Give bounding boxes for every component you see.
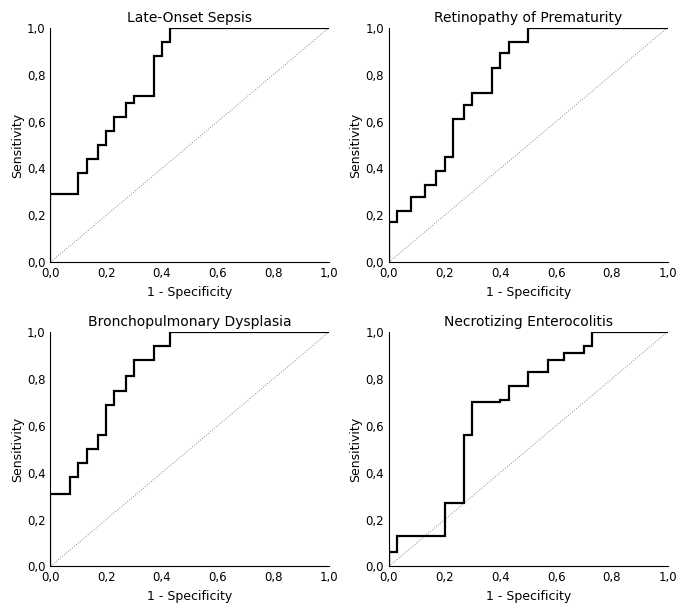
X-axis label: 1 - Specificity: 1 - Specificity	[486, 286, 571, 298]
Y-axis label: Sensitivity: Sensitivity	[11, 417, 24, 482]
X-axis label: 1 - Specificity: 1 - Specificity	[486, 590, 571, 603]
Title: Necrotizing Enterocolitis: Necrotizing Enterocolitis	[444, 316, 613, 329]
Y-axis label: Sensitivity: Sensitivity	[350, 417, 363, 482]
Title: Retinopathy of Prematurity: Retinopathy of Prematurity	[434, 11, 623, 25]
X-axis label: 1 - Specificity: 1 - Specificity	[147, 590, 233, 603]
Y-axis label: Sensitivity: Sensitivity	[11, 112, 24, 177]
Title: Late-Onset Sepsis: Late-Onset Sepsis	[127, 11, 252, 25]
Title: Bronchopulmonary Dysplasia: Bronchopulmonary Dysplasia	[88, 316, 292, 329]
X-axis label: 1 - Specificity: 1 - Specificity	[147, 286, 233, 298]
Y-axis label: Sensitivity: Sensitivity	[350, 112, 363, 177]
